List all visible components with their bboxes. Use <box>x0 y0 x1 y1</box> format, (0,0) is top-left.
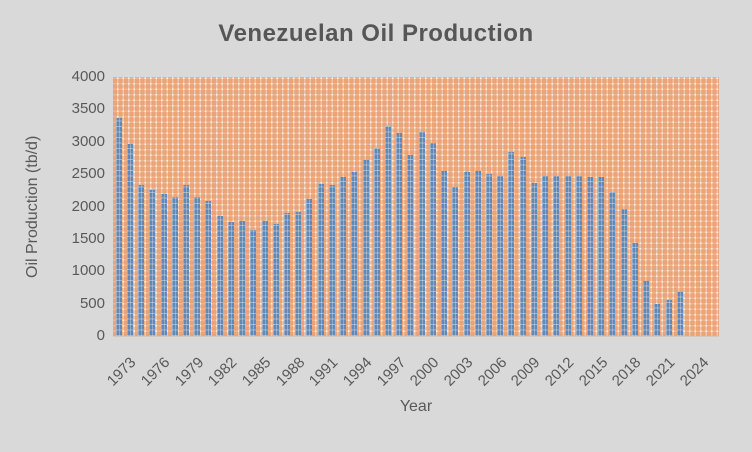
x-tick-text: 2006 <box>474 354 510 390</box>
bar-2015 <box>586 176 593 336</box>
bar-1996 <box>373 147 380 336</box>
bar-2000 <box>418 131 425 336</box>
bar-2008 <box>508 151 515 336</box>
y-tick-label-3000: 3000 <box>71 132 105 150</box>
bar-1998 <box>396 133 403 336</box>
x-tick-text: 2000 <box>407 354 443 390</box>
bar-2018 <box>620 209 627 336</box>
bar-1982 <box>216 215 223 336</box>
bar-2001 <box>429 142 436 336</box>
bar-1973 <box>115 118 122 336</box>
x-tick-text: 1994 <box>339 354 376 390</box>
bar-1995 <box>362 159 369 336</box>
bar-1977 <box>160 194 167 336</box>
bar-2011 <box>542 175 549 336</box>
bar-2012 <box>553 176 560 336</box>
y-tick-label-4000: 4000 <box>71 68 105 85</box>
x-tick-text: 1988 <box>272 354 308 390</box>
bar-1987 <box>272 224 279 336</box>
x-tick-text: 1982 <box>205 354 241 390</box>
bar-1993 <box>340 176 347 336</box>
plot-area <box>113 77 719 337</box>
x-tick-text: 2024 <box>676 354 712 390</box>
bar-2010 <box>530 183 537 336</box>
bar-2021 <box>654 304 661 336</box>
x-tick-text: 1979 <box>171 354 207 390</box>
bar-1988 <box>283 213 290 336</box>
bar-1981 <box>205 200 212 336</box>
y-tick-label-2500: 2500 <box>71 165 105 183</box>
bar-2003 <box>452 186 459 336</box>
bar-2007 <box>497 176 504 336</box>
y-tick-label-1000: 1000 <box>71 262 105 280</box>
bar-1990 <box>306 199 313 336</box>
bar-1980 <box>194 197 201 336</box>
bar-2006 <box>485 173 492 336</box>
bar-1991 <box>317 183 324 336</box>
y-tick-label-2000: 2000 <box>71 197 105 215</box>
bar-2020 <box>643 281 650 336</box>
bar-2005 <box>474 170 481 336</box>
bar-1974 <box>126 144 133 336</box>
bar-1985 <box>250 229 257 336</box>
chart-title: Venezuelan Oil Production <box>218 20 534 47</box>
x-tick-text: 1997 <box>373 354 409 390</box>
bar-2009 <box>519 157 526 336</box>
bar-2023 <box>676 291 683 336</box>
x-tick-text: 2003 <box>440 354 477 390</box>
bar-1997 <box>384 125 391 336</box>
bar-1999 <box>407 155 414 336</box>
y-tick-label-500: 500 <box>79 294 105 312</box>
x-tick-text: 1985 <box>238 354 275 390</box>
bar-2017 <box>609 192 616 336</box>
y-tick-label-1500: 1500 <box>71 229 105 247</box>
bar-2019 <box>631 242 638 336</box>
bar-1978 <box>171 197 178 336</box>
x-tick-text: 2018 <box>609 354 645 390</box>
x-tick-text: 2009 <box>508 354 544 390</box>
bar-2022 <box>665 300 672 336</box>
bar-1975 <box>138 185 145 336</box>
x-tick-text: 2021 <box>642 354 679 390</box>
bar-2002 <box>441 170 448 336</box>
x-tick-text: 2012 <box>541 354 578 390</box>
bar-1983 <box>227 221 234 336</box>
x-tick-text: 2015 <box>575 354 611 390</box>
x-tick-text: 1991 <box>306 354 342 390</box>
x-axis-title: Year <box>399 398 433 415</box>
y-tick-label-0: 0 <box>96 327 105 344</box>
bar-1984 <box>239 220 246 336</box>
bar-2014 <box>575 176 582 336</box>
bar-2004 <box>463 171 470 336</box>
bar-2013 <box>564 176 571 336</box>
bar-2016 <box>598 176 605 336</box>
bar-1976 <box>149 189 156 336</box>
bar-1992 <box>328 185 335 336</box>
bar-1989 <box>295 212 302 336</box>
y-tick-label-3500: 3500 <box>71 100 105 118</box>
bar-1994 <box>351 171 358 336</box>
y-axis-title: Oil Production (tb/d) <box>24 135 41 278</box>
x-tick-text: 1976 <box>137 354 174 390</box>
bar-1979 <box>182 185 189 336</box>
x-tick-text: 1973 <box>104 354 140 390</box>
bar-1986 <box>261 220 268 336</box>
